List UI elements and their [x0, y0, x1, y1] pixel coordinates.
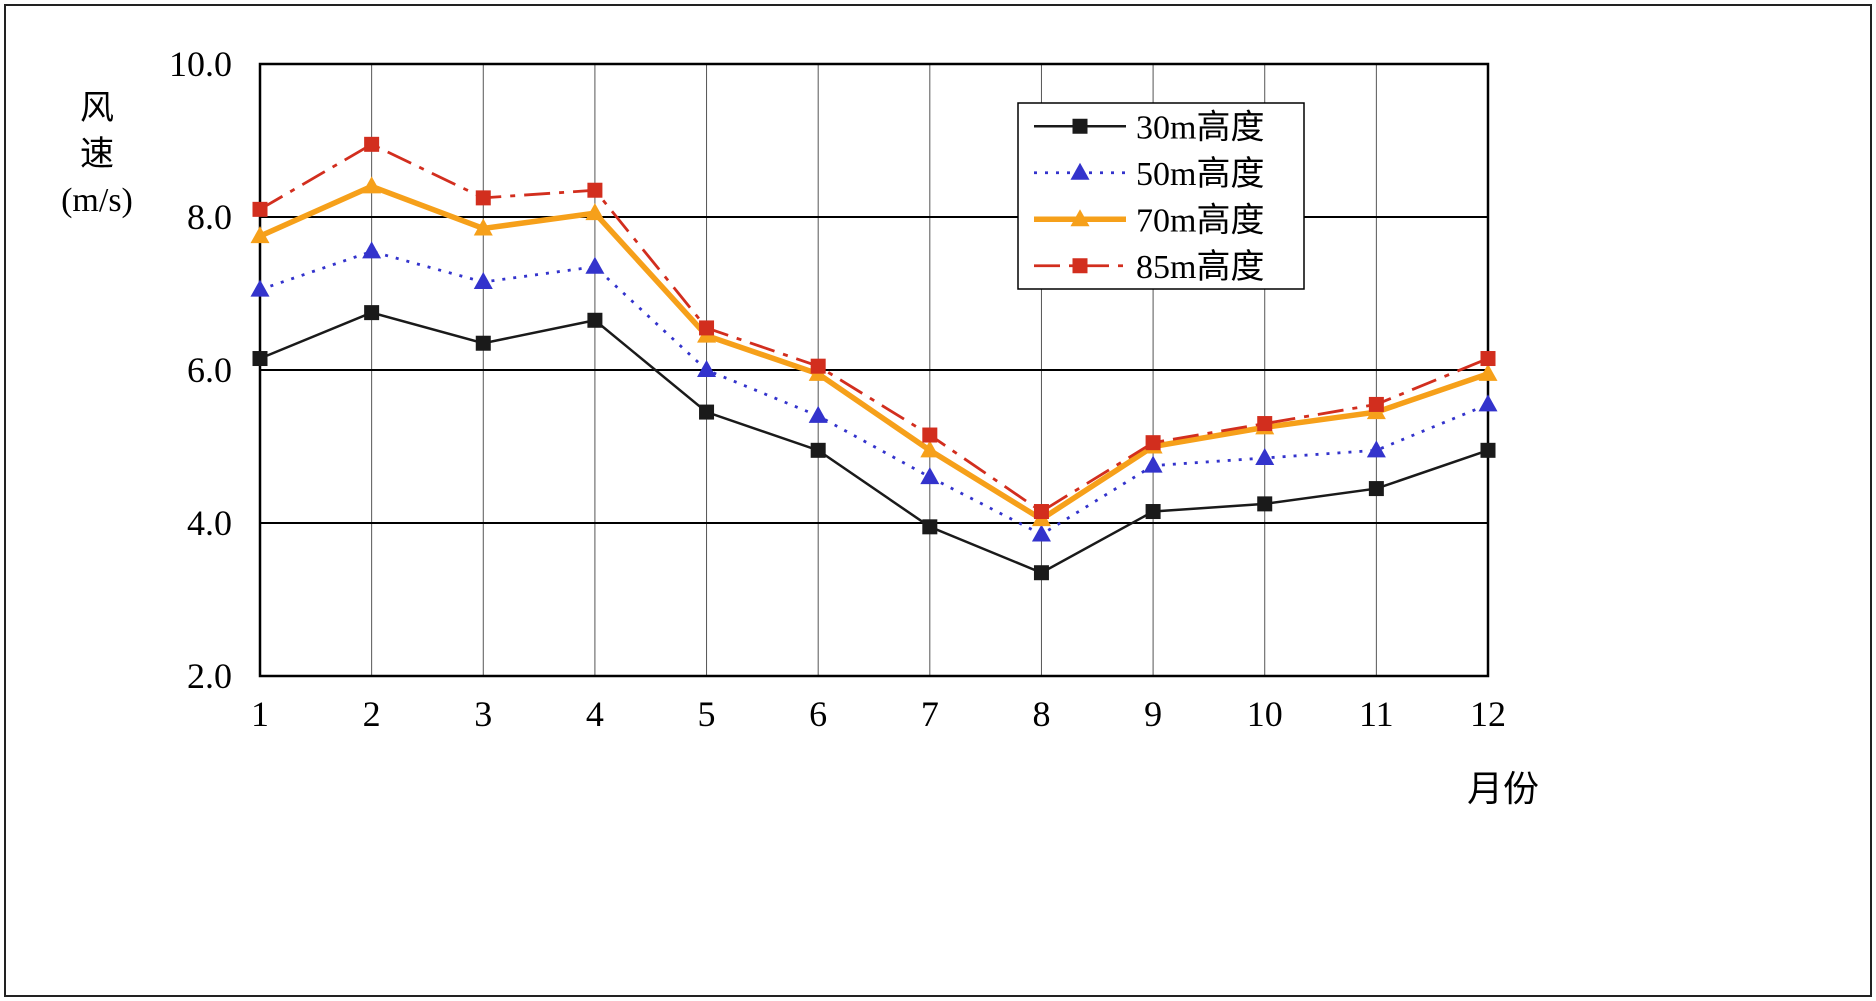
- svg-text:11: 11: [1359, 694, 1394, 734]
- series-line-1: [259, 249, 1489, 537]
- marker-square: [252, 351, 268, 367]
- marker-square: [922, 519, 938, 535]
- series-markers-3: [252, 136, 1496, 520]
- y-tick-labels: 10.0 8.0 6.0 4.0 2.0: [169, 44, 232, 696]
- marker-square: [252, 201, 268, 217]
- marker-square: [1072, 258, 1088, 274]
- marker-square: [1072, 118, 1088, 134]
- svg-text:7: 7: [921, 694, 939, 734]
- marker-square: [1368, 481, 1384, 497]
- marker-square: [587, 312, 603, 328]
- svg-text:6.0: 6.0: [187, 350, 232, 390]
- marker-triangle: [1070, 162, 1090, 180]
- marker-square: [810, 358, 826, 374]
- svg-text:8: 8: [1032, 694, 1050, 734]
- svg-text:1: 1: [251, 694, 269, 734]
- marker-square: [810, 442, 826, 458]
- marker-triangle: [920, 440, 940, 458]
- y-axis-title-line1: 风: [80, 90, 114, 127]
- marker-square: [587, 182, 603, 198]
- series-markers-0: [252, 305, 1496, 581]
- series-line-3: [259, 142, 1489, 514]
- marker-triangle: [362, 176, 382, 194]
- svg-text:12: 12: [1470, 694, 1506, 734]
- y-axis-title-line3: (m/s): [61, 182, 133, 219]
- marker-square: [1368, 396, 1384, 412]
- marker-triangle: [1478, 394, 1498, 412]
- marker-square: [699, 320, 715, 336]
- marker-square: [1145, 504, 1161, 520]
- legend-label-1: 50m高度: [1136, 155, 1264, 193]
- legend-item-3: 85m高度: [1034, 248, 1264, 286]
- marker-triangle: [808, 405, 828, 423]
- marker-square: [1033, 565, 1049, 581]
- marker-triangle: [473, 218, 493, 236]
- marker-triangle: [697, 360, 717, 377]
- y-axis-title-line2: 速: [80, 136, 114, 173]
- series-line-2: [258, 183, 1489, 523]
- marker-square: [922, 427, 938, 443]
- marker-triangle: [1255, 447, 1275, 465]
- svg-text:10.0: 10.0: [169, 44, 232, 84]
- series-markers-1: [250, 241, 1498, 542]
- marker-square: [1480, 442, 1496, 458]
- x-tick-labels: 1 2 3 4 5 6 7 8 9 10 11 12: [251, 694, 1506, 734]
- y-axis-title: 风 速 (m/s): [38, 86, 156, 224]
- legend: 30m高度 50m高度 70m高度 85m高度: [1017, 102, 1305, 290]
- series-markers-2: [250, 176, 1498, 527]
- marker-square: [364, 305, 380, 321]
- svg-text:9: 9: [1144, 694, 1162, 734]
- marker-triangle: [1070, 209, 1090, 227]
- chart-outer-border: [4, 4, 1872, 997]
- svg-text:4.0: 4.0: [187, 503, 232, 543]
- svg-text:8.0: 8.0: [187, 197, 232, 237]
- x-axis-title: 月份: [1466, 769, 1539, 809]
- marker-triangle: [250, 279, 270, 297]
- marker-triangle: [585, 256, 605, 274]
- marker-triangle: [920, 467, 940, 485]
- svg-text:5: 5: [698, 694, 716, 734]
- svg-text:2.0: 2.0: [187, 656, 232, 696]
- legend-box: [1017, 102, 1305, 290]
- svg-text:3: 3: [474, 694, 492, 734]
- legend-item-2: 70m高度: [1034, 201, 1264, 239]
- marker-triangle: [1366, 440, 1386, 458]
- marker-triangle: [1031, 524, 1051, 542]
- legend-label-2: 70m高度: [1136, 201, 1264, 239]
- series-line-0: [259, 311, 1489, 575]
- legend-label-3: 85m高度: [1136, 248, 1264, 286]
- marker-square: [1033, 504, 1049, 520]
- marker-square: [475, 335, 491, 351]
- marker-triangle: [1478, 363, 1498, 381]
- legend-item-1: 50m高度: [1034, 155, 1264, 193]
- marker-triangle: [1143, 455, 1163, 473]
- marker-square: [364, 136, 380, 152]
- svg-text:10: 10: [1247, 694, 1283, 734]
- marker-square: [1257, 496, 1273, 512]
- marker-triangle: [585, 203, 605, 221]
- marker-square: [1480, 351, 1496, 367]
- svg-text:2: 2: [363, 694, 381, 734]
- marker-triangle: [473, 272, 493, 290]
- marker-square: [1257, 416, 1273, 432]
- marker-triangle: [362, 241, 382, 259]
- legend-item-0: 30m高度: [1034, 108, 1264, 146]
- marker-triangle: [250, 226, 270, 244]
- marker-square: [475, 190, 491, 206]
- svg-text:4: 4: [586, 694, 604, 734]
- legend-label-0: 30m高度: [1136, 108, 1264, 146]
- marker-square: [699, 404, 715, 420]
- svg-text:6: 6: [809, 694, 827, 734]
- marker-square: [1145, 435, 1161, 451]
